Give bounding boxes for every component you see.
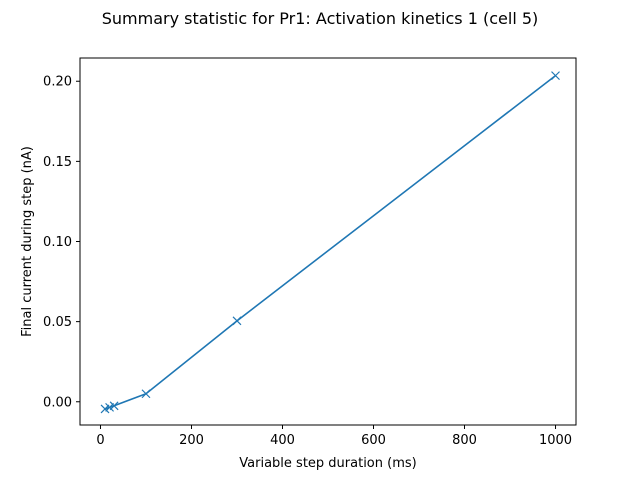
x-tick-label: 600 bbox=[361, 433, 386, 448]
x-tick-label: 800 bbox=[452, 433, 477, 448]
y-tick-label: 0.10 bbox=[43, 235, 72, 250]
y-tick-label: 0.15 bbox=[43, 155, 72, 170]
marker-stroke bbox=[232, 316, 242, 326]
marker-stroke bbox=[551, 71, 560, 81]
plot-area bbox=[100, 71, 560, 414]
y-axis-label: Final current during step (nA) bbox=[20, 146, 35, 337]
marker-stroke bbox=[141, 389, 151, 399]
data-point bbox=[551, 71, 560, 81]
axis-ticks: 0 200 400 600 800 1000 0.00 0.05 0.10 0.15 0.20 bbox=[43, 75, 572, 448]
x-tick-label: 1000 bbox=[539, 433, 572, 448]
marker-stroke bbox=[109, 401, 119, 411]
chart-title: Summary statistic for Pr1: Activation ki… bbox=[102, 9, 539, 28]
y-tick-label: 0.00 bbox=[43, 395, 72, 410]
x-tick-label: 0 bbox=[96, 433, 104, 448]
data-point bbox=[109, 401, 119, 411]
y-tick-label: 0.20 bbox=[43, 75, 72, 90]
x-tick-label: 200 bbox=[179, 433, 204, 448]
x-axis-label: Variable step duration (ms) bbox=[239, 456, 416, 471]
data-point bbox=[232, 316, 242, 326]
x-tick-label: 400 bbox=[270, 433, 295, 448]
y-tick-label: 0.05 bbox=[43, 315, 72, 330]
data-point bbox=[141, 389, 151, 399]
